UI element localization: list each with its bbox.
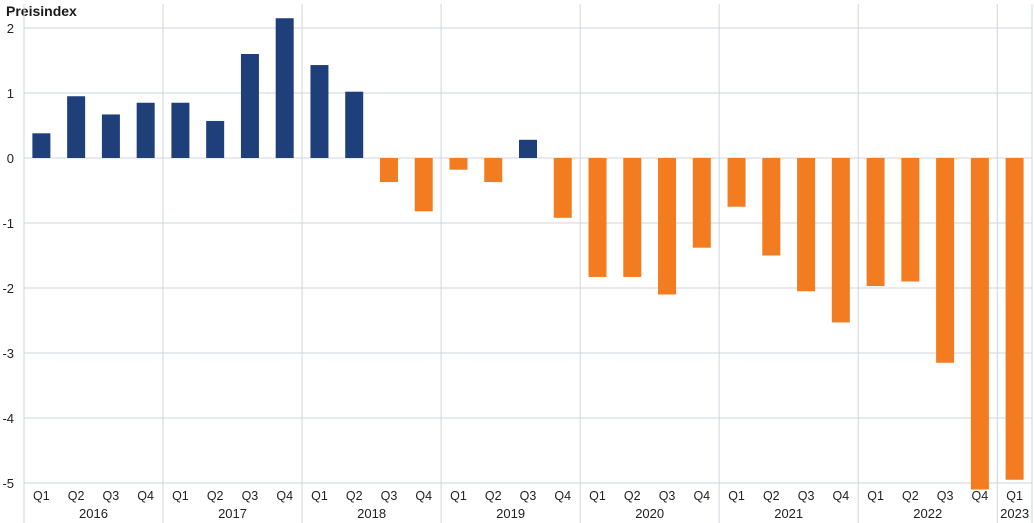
quarter-label: Q2	[485, 489, 502, 503]
y-tick-label: -2	[2, 281, 14, 296]
bar-11	[414, 158, 433, 212]
quarter-label: Q2	[902, 489, 919, 503]
quarter-label: Q4	[137, 489, 154, 503]
y-tick-labels: 2 1 0 -1 -2 -3 -4 -5	[2, 21, 14, 491]
year-labels: 2016 2017 2018 2019 2020 2021 2022 2023	[79, 506, 1029, 521]
year-label-2023: 2023	[1000, 506, 1029, 521]
quarter-label: Q4	[276, 489, 293, 503]
bar-5	[206, 120, 225, 158]
quarter-tick-labels: Q1 Q2 Q3 Q4 Q1 Q2 Q3 Q4 Q1 Q2 Q3 Q4 Q1 Q2 Q3 Q4 Q1 Q2 Q3 Q4…	[33, 489, 1023, 503]
quarter-label: Q1	[311, 489, 328, 503]
bar-15	[553, 158, 572, 218]
year-separators	[23, 4, 1033, 523]
year-label-2018: 2018	[357, 506, 386, 521]
quarter-label: Q3	[242, 489, 259, 503]
y-axis-title: Preisindex	[6, 3, 77, 19]
quarter-label: Q1	[33, 489, 50, 503]
bar-0	[32, 133, 51, 158]
bar-7	[275, 18, 294, 158]
quarter-label: Q2	[763, 489, 780, 503]
quarter-label: Q1	[172, 489, 189, 503]
bar-10	[379, 158, 398, 183]
quarter-label: Q3	[381, 489, 398, 503]
bar-20	[727, 158, 746, 207]
year-label-2016: 2016	[79, 506, 108, 521]
y-tick-label: -5	[2, 476, 14, 491]
quarter-label: Q4	[554, 489, 571, 503]
quarter-label: Q2	[624, 489, 641, 503]
y-tick-label: -3	[2, 346, 14, 361]
y-tick-label: -1	[2, 216, 14, 231]
bar-25	[901, 158, 920, 282]
year-label-2019: 2019	[496, 506, 525, 521]
quarter-label: Q3	[103, 489, 120, 503]
bar-6	[240, 54, 259, 158]
bar-27	[970, 158, 989, 490]
bar-21	[762, 158, 781, 256]
bar-2	[101, 114, 120, 158]
y-tick-label: 2	[7, 21, 14, 36]
year-label-2017: 2017	[218, 506, 247, 521]
year-label-2020: 2020	[635, 506, 664, 521]
quarter-label: Q2	[346, 489, 363, 503]
quarter-label: Q2	[207, 489, 224, 503]
bar-28	[1005, 158, 1024, 480]
quarter-label: Q1	[1006, 489, 1023, 503]
bar-22	[797, 158, 816, 292]
quarter-label: Q4	[415, 489, 432, 503]
y-tick-label: 1	[7, 86, 14, 101]
bar-16	[588, 158, 607, 277]
quarter-label: Q3	[937, 489, 954, 503]
bar-18	[658, 158, 677, 295]
bar-14	[519, 139, 537, 158]
bar-8	[310, 65, 329, 158]
quarter-label: Q3	[798, 489, 815, 503]
y-tick-label: -4	[2, 411, 14, 426]
year-label-2022: 2022	[913, 506, 942, 521]
quarter-label: Q2	[68, 489, 85, 503]
quarter-label: Q1	[728, 489, 745, 503]
quarter-label: Q4	[693, 489, 710, 503]
quarter-label: Q1	[589, 489, 606, 503]
y-tick-label: 0	[7, 151, 14, 166]
bar-23	[831, 158, 850, 323]
quarter-label: Q1	[450, 489, 467, 503]
bar-3	[136, 102, 155, 158]
quarter-label: Q1	[867, 489, 884, 503]
bar-1	[67, 96, 86, 158]
bar-12	[449, 158, 468, 170]
year-label-2021: 2021	[774, 506, 803, 521]
quarter-label: Q3	[659, 489, 676, 503]
bar-17	[623, 158, 642, 277]
bar-26	[936, 158, 955, 363]
bar-24	[866, 158, 885, 287]
bar-13	[484, 158, 503, 183]
quarter-label: Q3	[520, 489, 537, 503]
bar-19	[692, 158, 711, 248]
bar-9	[345, 91, 364, 158]
bars	[32, 18, 1024, 490]
bar-4	[171, 102, 190, 158]
quarter-label: Q4	[832, 489, 849, 503]
quarter-label: Q4	[972, 489, 989, 503]
